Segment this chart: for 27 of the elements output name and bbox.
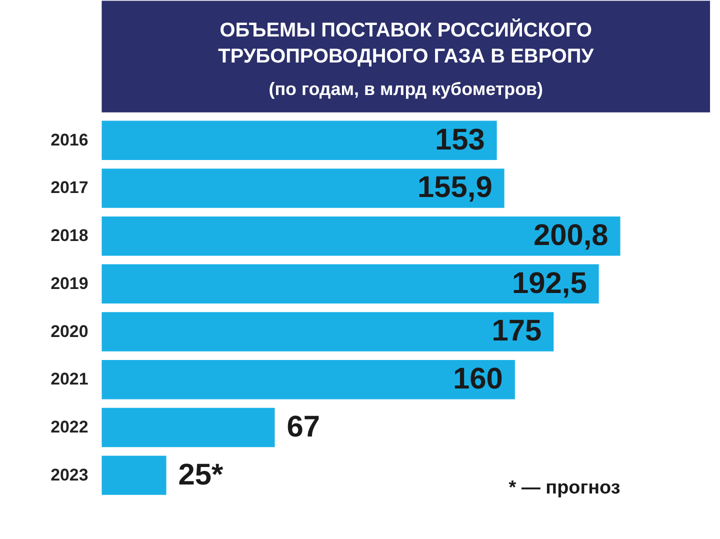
- bar: [102, 456, 166, 495]
- data-label: 155,9: [418, 171, 492, 204]
- bar: [102, 408, 275, 448]
- data-label: 153: [434, 123, 485, 156]
- data-label: 200,8: [533, 219, 608, 252]
- data-label: 160: [453, 362, 503, 396]
- data-label: 192,5: [512, 266, 587, 300]
- data-label: 67: [286, 410, 320, 444]
- data-label: 175: [492, 314, 542, 348]
- y-tick-label: 2021: [50, 370, 88, 389]
- y-tick-label: 2017: [50, 178, 88, 198]
- data-label: 25*: [178, 458, 224, 492]
- chart-title: ОБЪЕМЫ ПОСТАВОК РОССИЙСКОГО ТРУБОПРОВОДНОГО ГАЗА В ЕВРОПУ: [218, 17, 594, 68]
- y-tick-label: 2020: [50, 322, 88, 341]
- bar: [102, 168, 504, 208]
- y-tick-label: 2019: [50, 274, 88, 293]
- bar: [102, 120, 497, 160]
- y-tick-label: 2023: [50, 465, 88, 484]
- bar: [102, 264, 599, 304]
- bar: [102, 312, 554, 352]
- bar: [102, 360, 515, 400]
- bar: [102, 216, 620, 256]
- chart-subtitle: (по годам, в млрд кубометров): [268, 79, 544, 100]
- y-tick-label: 2022: [50, 417, 88, 436]
- annotation: * — прогноз: [508, 477, 620, 498]
- y-tick-label: 2018: [50, 226, 88, 246]
- y-tick-label: 2016: [50, 130, 88, 150]
